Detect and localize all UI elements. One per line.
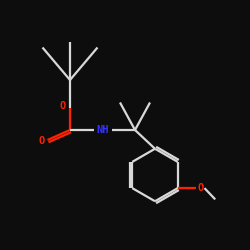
Text: O: O — [197, 183, 203, 193]
Text: O: O — [39, 136, 45, 146]
Text: O: O — [60, 101, 66, 111]
Text: NH: NH — [96, 125, 109, 135]
